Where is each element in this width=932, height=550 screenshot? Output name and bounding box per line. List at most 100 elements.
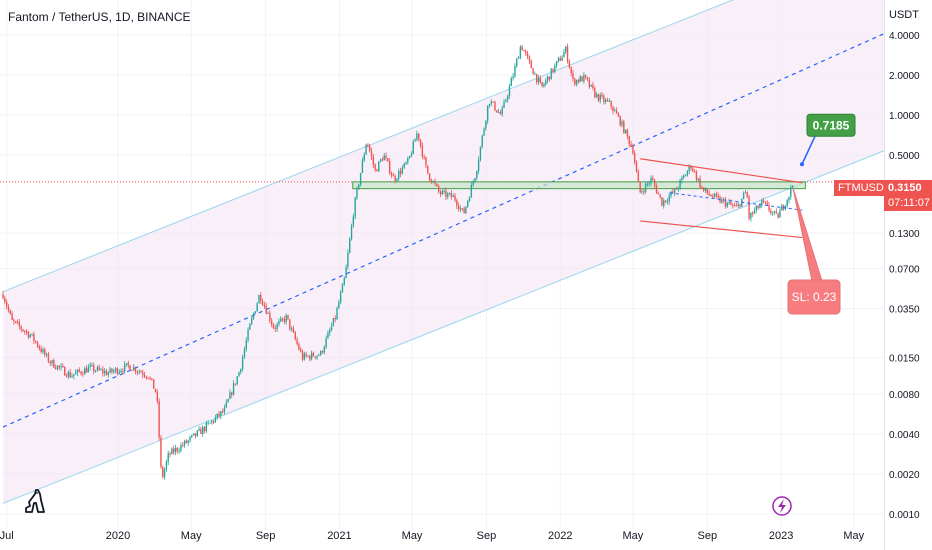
candle-body xyxy=(274,328,277,330)
candle-body xyxy=(612,106,614,112)
candle-body xyxy=(427,165,429,174)
candle-body xyxy=(695,171,698,180)
candle-body xyxy=(781,205,783,211)
candle-body xyxy=(169,453,171,455)
candle-body xyxy=(746,192,748,197)
candle-body xyxy=(526,53,529,57)
lightning-event-icon[interactable] xyxy=(772,496,792,516)
candle-body xyxy=(220,411,222,417)
candle-body xyxy=(292,328,295,333)
time-tick-label: Sep xyxy=(256,530,276,542)
price-tick-label: 0.0700 xyxy=(889,265,920,276)
candle-body xyxy=(18,322,21,327)
support-zone[interactable] xyxy=(352,181,806,190)
price-axis[interactable]: 4.0000 2.0000 1.0000 0.5000 0.1300 0.0700 0.03… xyxy=(889,31,920,521)
time-tick-label: May xyxy=(181,530,202,542)
falling-channel-lower-line[interactable] xyxy=(640,220,803,239)
candle-body xyxy=(109,368,111,373)
candle-body xyxy=(321,351,324,353)
candle-body xyxy=(614,110,616,112)
candle-body xyxy=(425,157,427,166)
candle-body xyxy=(788,196,790,201)
candle-body xyxy=(129,365,131,370)
candle-body xyxy=(260,295,262,302)
candle-body xyxy=(312,352,315,357)
candle-body xyxy=(84,368,86,375)
stop-loss-callout-box xyxy=(787,279,841,315)
target-callout-box xyxy=(806,113,856,137)
candle-body xyxy=(334,318,336,320)
candle-body xyxy=(290,328,293,330)
candle-body xyxy=(221,411,224,413)
candle-body xyxy=(408,156,411,159)
candle-body xyxy=(339,292,342,303)
candle-body xyxy=(212,420,215,423)
candle-body xyxy=(508,86,511,96)
candle-body xyxy=(363,154,365,161)
tradingview-logo-icon[interactable] xyxy=(25,489,45,513)
candle-body xyxy=(517,57,520,59)
candle-body xyxy=(103,371,106,374)
candle-body xyxy=(437,185,440,192)
candle-body xyxy=(392,175,394,177)
falling-channel-upper-line[interactable] xyxy=(640,158,803,184)
price-tick-label: 4.0000 xyxy=(889,31,920,42)
candle-body xyxy=(632,146,634,154)
time-axis[interactable]: Jul 2020 May Sep 2021 May Sep 2022 May Sep 2023 May xyxy=(0,530,865,542)
candle-body xyxy=(123,364,126,372)
candle-body xyxy=(597,94,600,101)
candle-body xyxy=(9,310,11,314)
candle-body xyxy=(269,312,271,321)
candle-body xyxy=(764,201,767,203)
candle-body xyxy=(76,369,79,373)
time-tick-label: Sep xyxy=(477,530,497,542)
candle-body xyxy=(688,165,690,172)
ascending-channel-lower-line[interactable] xyxy=(2,150,885,504)
time-tick-label: 2020 xyxy=(106,530,130,542)
candle-body xyxy=(42,349,44,352)
time-tick-label: Jul xyxy=(0,530,14,542)
ascending-channel-upper-line[interactable] xyxy=(2,0,884,293)
symbol-badge[interactable]: FTMUSDT xyxy=(834,180,895,196)
candle-body xyxy=(516,58,518,67)
candle-body xyxy=(494,101,496,111)
candle-body xyxy=(659,194,661,198)
candle-body xyxy=(454,195,456,201)
candle-body xyxy=(310,352,313,360)
candle-body xyxy=(196,430,198,437)
candle-body xyxy=(452,195,454,198)
candle-body xyxy=(74,372,77,375)
time-tick-label: 2023 xyxy=(769,530,793,542)
candle-body xyxy=(588,79,591,87)
stop-loss-callout[interactable]: SL: 0.23 xyxy=(787,187,841,315)
candle-body xyxy=(423,156,425,158)
falling-channel-midline[interactable] xyxy=(669,192,803,211)
candle-body xyxy=(510,78,512,87)
candle-body xyxy=(149,378,151,380)
candle-body xyxy=(51,360,53,364)
candle-body xyxy=(713,193,716,197)
candle-body xyxy=(44,349,46,355)
candle-body xyxy=(318,355,320,357)
candle-body xyxy=(241,357,244,369)
candle-body xyxy=(247,329,249,341)
candle-body xyxy=(550,68,552,80)
candle-body xyxy=(356,188,358,198)
last-price-badge[interactable]: 0.3150 xyxy=(884,180,932,196)
ascending-channel-midline[interactable] xyxy=(2,33,885,428)
candle-body xyxy=(497,112,500,114)
candle-body xyxy=(448,192,451,194)
candle-body xyxy=(637,171,640,182)
candle-body xyxy=(479,146,482,161)
candle-body xyxy=(336,308,338,320)
candle-body xyxy=(644,183,647,193)
candle-body xyxy=(548,76,551,80)
chart-title: Fantom / TetherUS, 1D, BINANCE xyxy=(8,10,191,24)
candle-body xyxy=(183,440,186,446)
candle-body xyxy=(171,448,173,455)
candle-body xyxy=(162,466,164,477)
target-callout[interactable]: 0.7185 xyxy=(800,113,856,167)
candle-body xyxy=(621,121,623,126)
candle-body xyxy=(552,68,554,72)
